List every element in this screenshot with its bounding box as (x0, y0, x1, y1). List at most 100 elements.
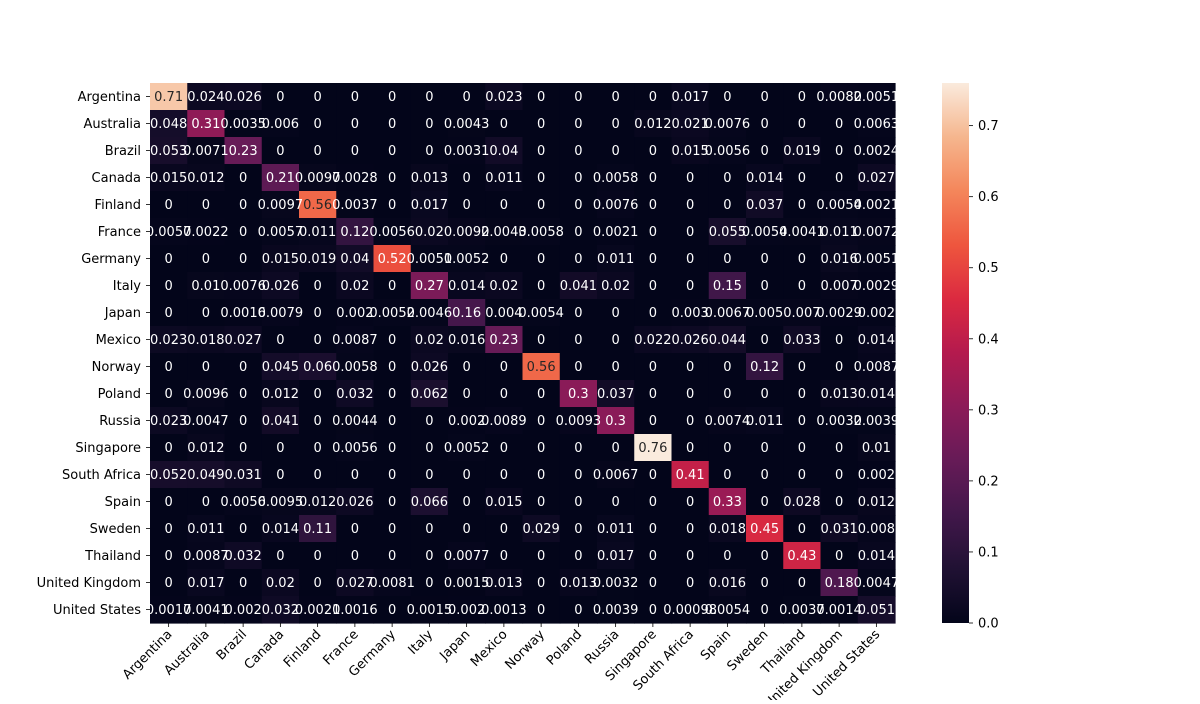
y-tick-label: United Kingdom (37, 576, 141, 591)
heatmap-cell (187, 137, 226, 165)
heatmap-cell (597, 326, 635, 354)
cell-value-label: 0.04 (340, 252, 369, 267)
heatmap-cell (261, 110, 300, 138)
heatmap-cell (708, 353, 747, 381)
heatmap-cell (373, 461, 412, 489)
heatmap-cell (708, 326, 747, 354)
cell-value-label: 0.56 (527, 360, 556, 375)
cell-value-label: 0.12 (340, 225, 369, 240)
heatmap-cell (485, 218, 524, 246)
heatmap-cell (746, 434, 784, 462)
heatmap-cell (187, 542, 226, 570)
cell-value-label: 0 (351, 117, 359, 132)
heatmap-cell (373, 596, 412, 624)
cell-value-label: 0 (276, 144, 284, 159)
y-tick-label: Spain (105, 495, 141, 510)
heatmap-cell (746, 137, 784, 165)
cell-value-label: 0 (164, 360, 172, 375)
heatmap-cell (485, 83, 524, 111)
heatmap-cell (597, 542, 635, 570)
cell-value-label: 0 (537, 117, 545, 132)
cell-value-label: 0.76 (638, 441, 667, 456)
cell-value-label: 0.026 (225, 90, 262, 105)
cell-value-label: 0.01 (191, 279, 220, 294)
cell-value-label: 0 (239, 414, 247, 429)
y-tick-label: Italy (113, 279, 142, 294)
heatmap-cell (522, 299, 561, 327)
cell-value-label: 0 (202, 252, 210, 267)
heatmap-cell (634, 596, 673, 624)
cell-value-label: 0.017 (411, 198, 448, 213)
heatmap-cell (708, 542, 747, 570)
cell-value-label: 0.048 (150, 117, 187, 132)
cell-value-label: 0.021 (672, 117, 709, 132)
heatmap-cell (187, 434, 226, 462)
cell-value-label: 0.032 (262, 603, 299, 618)
heatmap-cell (671, 191, 710, 219)
heatmap-cell (597, 515, 635, 543)
y-tick-label: Singapore (75, 441, 141, 456)
cell-value-label: 0.0058 (332, 360, 378, 375)
heatmap-cell (485, 596, 524, 624)
cell-value-label: 0 (649, 225, 657, 240)
heatmap-cell (522, 461, 561, 489)
cell-value-label: 0.0054 (705, 603, 751, 618)
y-tick-label: Australia (83, 117, 141, 132)
heatmap-cell (373, 137, 412, 165)
cell-value-label: 0.21 (266, 171, 295, 186)
cell-value-label: 0.0079 (258, 306, 304, 321)
heatmap-cell (224, 380, 263, 408)
cell-value-label: 0 (760, 387, 768, 402)
cell-value-label: 0 (611, 117, 619, 132)
cell-value-label: 0 (500, 441, 508, 456)
heatmap-cell (224, 191, 263, 219)
cell-value-label: 0 (760, 252, 768, 267)
cell-value-label: 0.027 (225, 333, 262, 348)
heatmap-cell (410, 353, 449, 381)
cell-value-label: 0 (164, 306, 172, 321)
cell-value-label: 0.02 (415, 225, 444, 240)
cell-value-label: 0.0067 (705, 306, 751, 321)
heatmap-cell (373, 245, 412, 273)
cell-value-label: 0.0029 (854, 279, 900, 294)
cell-value-label: 0 (239, 360, 247, 375)
cell-value-label: 0 (276, 90, 284, 105)
cell-value-label: 0 (649, 495, 657, 510)
heatmap-cell (150, 245, 188, 273)
heatmap-cell (187, 461, 226, 489)
colorbar-tick-label: 0.0 (978, 617, 999, 632)
heatmap-cell (597, 353, 635, 381)
heatmap-cell-labels: 0.71 0.024 0.026 0 0 0 0 0 0 0.023 0 0 0 0 0.017 0 0 0 0.0… (146, 90, 899, 618)
heatmap-cell (299, 542, 337, 570)
cell-value-label: 0 (686, 279, 694, 294)
heatmap-cell (857, 245, 896, 273)
cell-value-label: 0.00098 (663, 603, 717, 618)
cell-value-label: 0 (276, 468, 284, 483)
cell-value-label: 0.0013 (481, 603, 527, 618)
cell-value-label: 0.049 (187, 468, 224, 483)
heatmap-cell (708, 596, 747, 624)
x-tick-label: Norway (502, 627, 548, 673)
heatmap-cell (857, 353, 896, 381)
heatmap-cell (150, 461, 188, 489)
heatmap-cell (299, 380, 337, 408)
cell-value-label: 0.3 (605, 414, 626, 429)
heatmap-cell (708, 380, 747, 408)
heatmap-cell (448, 515, 486, 543)
heatmap-cell (410, 542, 449, 570)
cell-value-label: 0 (686, 576, 694, 591)
heatmap-cell (746, 218, 784, 246)
cell-value-label: 0 (388, 144, 396, 159)
cell-value-label: 0 (500, 468, 508, 483)
heatmap-cell (559, 596, 598, 624)
heatmap-cell (336, 596, 375, 624)
cell-value-label: 0 (537, 279, 545, 294)
heatmap-cell (671, 434, 710, 462)
heatmap-cell (522, 218, 561, 246)
colorbar-gradient (942, 83, 969, 623)
cell-value-label: 0.006 (262, 117, 299, 132)
heatmap-cell (299, 272, 337, 300)
heatmap-cell (634, 542, 673, 570)
cell-value-label: 0.002 (225, 603, 262, 618)
heatmap-cell (708, 164, 747, 192)
